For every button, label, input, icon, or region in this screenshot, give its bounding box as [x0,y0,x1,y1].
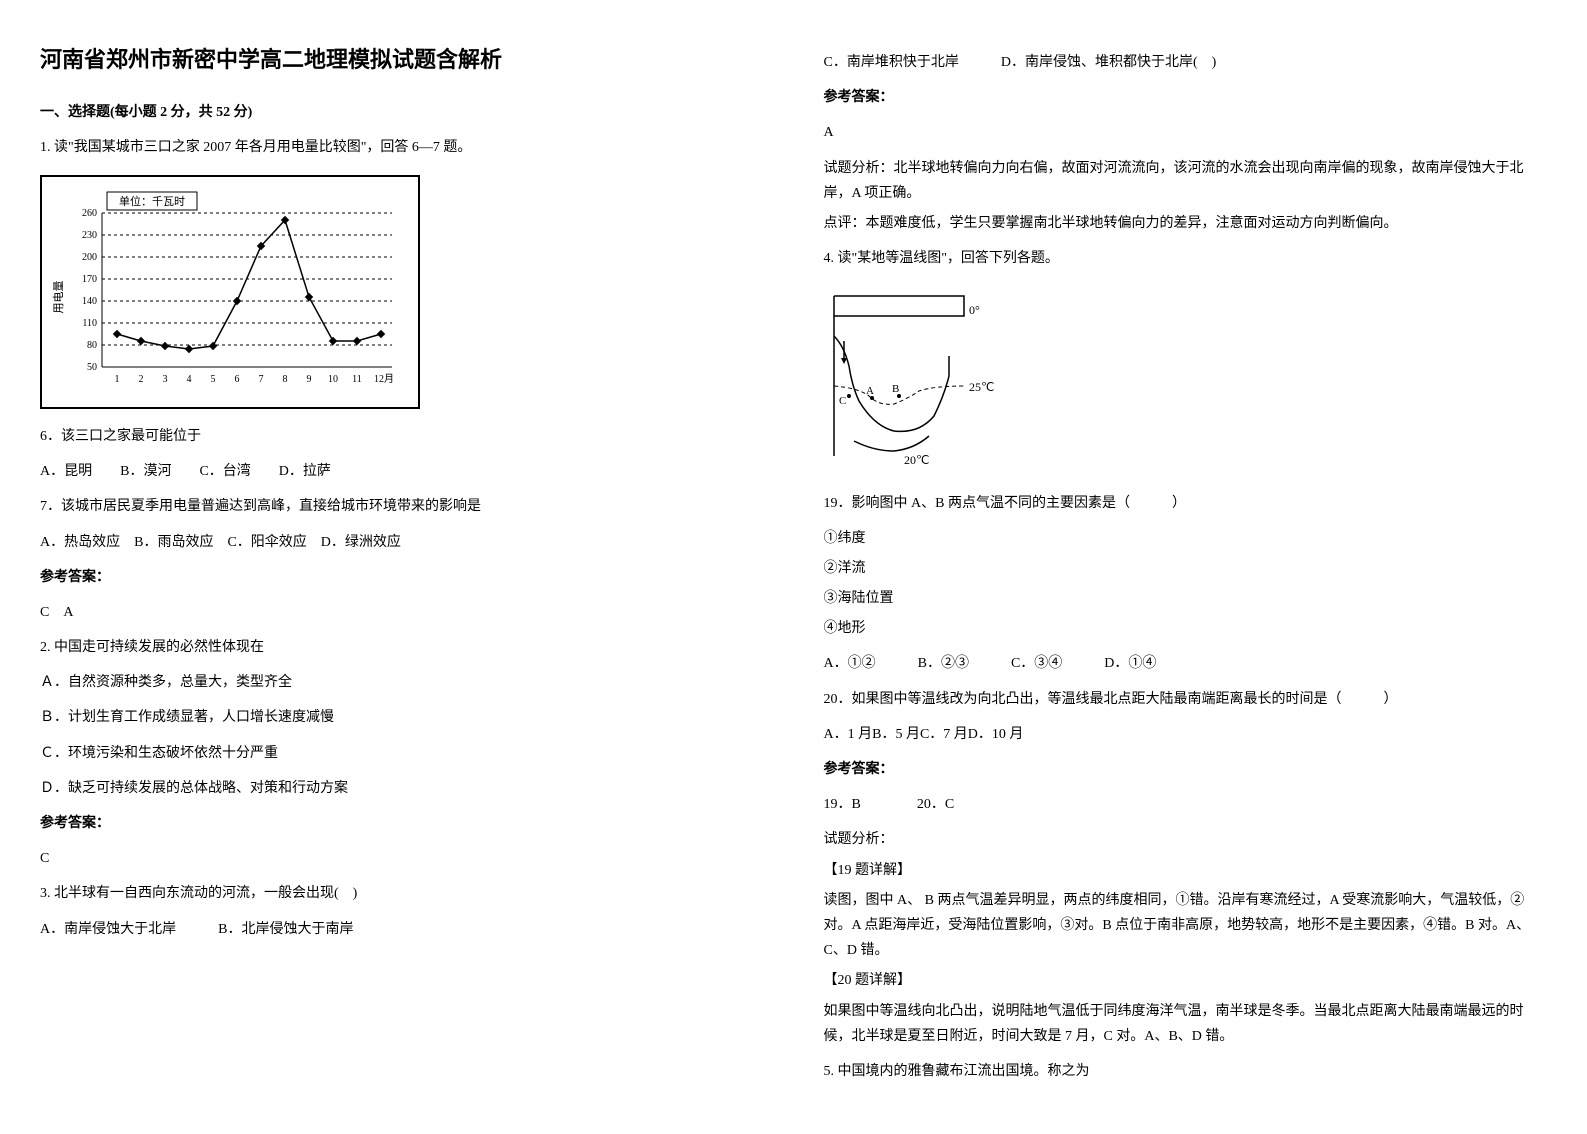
q19-opt3: ③海陆位置 [824,586,1548,611]
q3-optAB: A．南岸侵蚀大于北岸 B．北岸侵蚀大于南岸 [40,917,764,942]
svg-text:6: 6 [235,374,240,385]
q2-optA: Ａ．自然资源种类多，总量大，类型齐全 [40,670,764,695]
svg-text:110: 110 [82,318,97,329]
q19-detail-label: 【19 题详解】 [824,858,1548,883]
y-ticks: 50 80 110 140 170 200 230 260 [82,208,97,373]
q7-text: 7．该城市居民夏季用电量普遍达到高峰，直接给城市环境带来的影响是 [40,494,764,519]
q3-text: 3. 北半球有一自西向东流动的河流，一般会出现( ) [40,881,764,906]
temp-25: 25℃ [969,380,994,394]
svg-text:200: 200 [82,252,97,263]
svg-text:2: 2 [139,374,144,385]
q5-text: 5. 中国境内的雅鲁藏布江流出国境。称之为 [824,1059,1548,1084]
zero-label: 0° [969,303,980,317]
q3-analysis1: 试题分析：北半球地转偏向力向右偏，故面对河流流向，该河流的水流会出现向南岸偏的现… [824,156,1548,206]
page-title: 河南省郑州市新密中学高二地理模拟试题含解析 [40,40,764,80]
answer-label-3: 参考答案： [824,85,1548,110]
q19-options: A．①② B．②③ C．③④ D．①④ [824,651,1548,676]
q19-opt2: ②洋流 [824,556,1548,581]
q7-options: A．热岛效应 B．雨岛效应 C．阳伞效应 D．绿洲效应 [40,530,764,555]
q19-detail: 读图，图中 A、 B 两点气温差异明显，两点的纬度相同，①错。沿岸有寒流经过，A… [824,888,1548,964]
svg-text:12月: 12月 [374,373,394,385]
svg-text:230: 230 [82,230,97,241]
q3-answer: A [824,120,1548,145]
unit-label: 单位：千瓦时 [119,194,185,208]
svg-text:80: 80 [87,340,97,351]
q3-optCD: C．南岸堆积快于北岸 D．南岸侵蚀、堆积都快于北岸( ) [824,50,1548,75]
q67-answer: C A [40,600,764,625]
q2-text: 2. 中国走可持续发展的必然性体现在 [40,635,764,660]
data-markers [113,216,385,353]
svg-text:170: 170 [82,274,97,285]
q3-analysis2: 点评：本题难度低，学生只要掌握南北半球地转偏向力的差异，注意面对运动方向判断偏向… [824,211,1548,236]
line-chart-svg: 用电量 单位：千瓦时 50 [52,187,412,397]
right-column: C．南岸堆积快于北岸 D．南岸侵蚀、堆积都快于北岸( ) 参考答案： A 试题分… [824,40,1548,1094]
svg-text:1: 1 [115,374,120,385]
svg-text:50: 50 [87,362,97,373]
isotherm-svg: 0° 25℃ 20℃ C A B [824,286,1024,466]
answer-label-4: 参考答案： [824,757,1548,782]
q2-answer: C [40,846,764,871]
q19-opt4: ④地形 [824,616,1548,641]
electricity-chart: 用电量 单位：千瓦时 50 [40,175,420,409]
answer-label-2: 参考答案： [40,811,764,836]
q4-text: 4. 读"某地等温线图"，回答下列各题。 [824,246,1548,271]
q19-text: 19．影响图中 A、B 两点气温不同的主要因素是（ ） [824,491,1548,516]
point-b: B [892,383,899,395]
q6-options: A．昆明 B．漠河 C．台湾 D．拉萨 [40,459,764,484]
temp-20: 20℃ [904,453,929,466]
svg-text:260: 260 [82,208,97,219]
left-column: 河南省郑州市新密中学高二地理模拟试题含解析 一、选择题(每小题 2 分，共 52… [40,40,764,1094]
svg-text:11: 11 [352,374,362,385]
point-c: C [839,395,846,407]
q6-text: 6．该三口之家最可能位于 [40,424,764,449]
svg-text:140: 140 [82,296,97,307]
svg-text:9: 9 [307,374,312,385]
q20-text: 20．如果图中等温线改为向北凸出，等温线最北点距大陆最南端距离最长的时间是（ ） [824,687,1548,712]
answer-label-1: 参考答案： [40,565,764,590]
q1920-answer: 19．B 20．C [824,792,1548,817]
q1-intro: 1. 读"我国某城市三口之家 2007 年各月用电量比较图"，回答 6—7 题。 [40,135,764,160]
section-header: 一、选择题(每小题 2 分，共 52 分) [40,100,764,125]
data-line [117,220,381,349]
isotherm-diagram: 0° 25℃ 20℃ C A B [824,286,1024,475]
q2-optD: Ｄ．缺乏可持续发展的总体战略、对策和行动方案 [40,776,764,801]
svg-text:10: 10 [328,374,338,385]
point-a: A [866,385,874,397]
q2-optC: Ｃ．环境污染和生态破坏依然十分严重 [40,741,764,766]
x-ticks: 1 2 3 4 5 6 7 8 9 10 11 12月 [115,373,395,385]
q20-options: A．1 月B．5 月C．7 月D．10 月 [824,722,1548,747]
svg-text:8: 8 [283,374,288,385]
q20-detail-label: 【20 题详解】 [824,968,1548,993]
q20-detail: 如果图中等温线向北凸出，说明陆地气温低于同纬度海洋气温，南半球是冬季。当最北点距… [824,999,1548,1049]
grid-lines [102,213,392,367]
q2-optB: Ｂ．计划生育工作成绩显著，人口增长速度减慢 [40,705,764,730]
svg-text:3: 3 [163,374,168,385]
svg-text:7: 7 [259,374,264,385]
analysis-label: 试题分析： [824,827,1548,852]
y-axis-label: 用电量 [52,280,65,313]
svg-text:4: 4 [187,374,192,385]
svg-text:5: 5 [211,374,216,385]
q19-opt1: ①纬度 [824,526,1548,551]
